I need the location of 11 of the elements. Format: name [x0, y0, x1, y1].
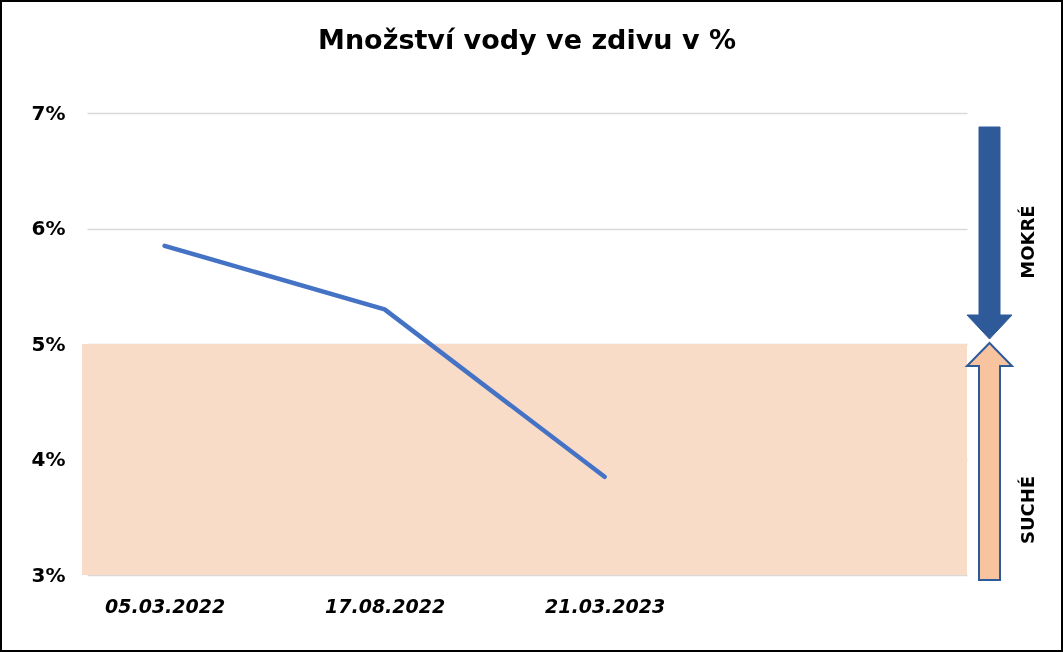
y-tick-label: 5%: [31, 331, 66, 356]
x-tick-label: 05.03.2022: [105, 594, 226, 617]
text: SUCHÉ: [1016, 475, 1038, 545]
text: MOKRÉ: [1016, 205, 1038, 279]
y-tick-label: 3%: [31, 562, 66, 587]
x-tick-label: 21.03.2023: [545, 594, 666, 617]
y-tick-label: 7%: [31, 100, 66, 125]
chart-title: Množství vody ve zdivu v %: [318, 24, 736, 55]
y-tick-label: 4%: [31, 447, 66, 471]
x-tick-label: 17.08.2022: [325, 594, 446, 617]
y-tick-label: 6%: [31, 216, 66, 240]
